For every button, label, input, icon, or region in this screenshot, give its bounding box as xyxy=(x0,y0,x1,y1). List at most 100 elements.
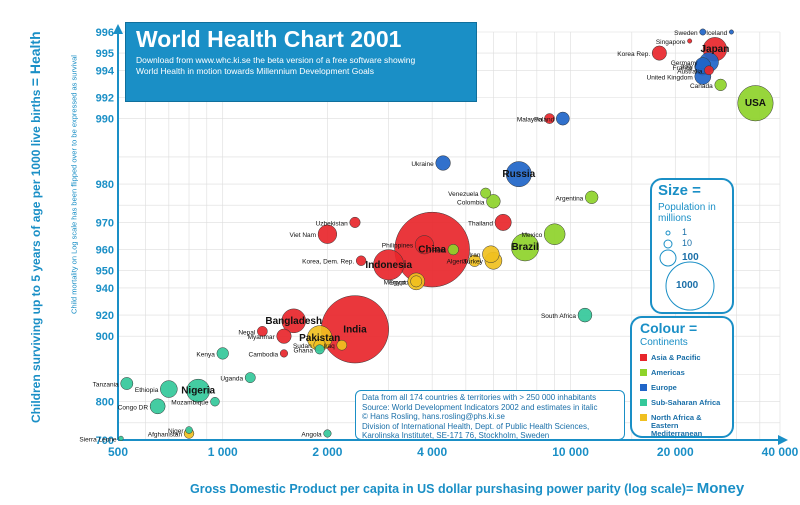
country-label: Japan xyxy=(700,44,729,55)
country-label: Turkey xyxy=(463,259,483,266)
colour-legend-label: Americas xyxy=(651,368,685,377)
country-label: Uganda xyxy=(220,376,243,383)
country-label: Nigeria xyxy=(181,386,215,397)
y-axis-note: Child mortality on Log scale has been fl… xyxy=(69,55,79,314)
country-label: Russia xyxy=(502,169,535,180)
country-bubble xyxy=(355,255,367,266)
y-tick-label: 995 xyxy=(96,48,114,60)
country-bubble xyxy=(728,29,734,35)
colour-swatch xyxy=(640,414,647,421)
source-line-3: © Hans Rosling, hans.rosling@phs.ki.se xyxy=(362,412,505,421)
colour-legend-label: North Africa & Eastern Mediterranean xyxy=(651,413,703,438)
y-tick-label: 950 xyxy=(96,266,114,278)
country-label: United Kingdom xyxy=(647,74,693,81)
x-axis-label-strong: Money xyxy=(696,480,745,497)
colour-legend-title: Colour = xyxy=(640,320,698,336)
country-bubble xyxy=(314,344,325,355)
country-label: Tanzania xyxy=(93,382,119,389)
country-label: Morocco xyxy=(384,279,409,286)
country-label: Philippines xyxy=(382,243,414,250)
country-bubble xyxy=(494,213,512,231)
colour-legend-label: Europe xyxy=(651,383,677,392)
country-label: India xyxy=(343,324,367,335)
colour-swatch xyxy=(640,399,647,406)
size-legend-title: Size = xyxy=(658,182,701,199)
colour-swatch xyxy=(640,384,647,391)
y-tick-label: 994 xyxy=(96,65,115,77)
country-bubble xyxy=(276,328,292,344)
country-label: Iraq xyxy=(324,343,336,350)
colour-legend-label: Sub-Saharan Africa xyxy=(651,398,721,407)
x-tick-label: 2 000 xyxy=(312,445,342,459)
country-label: Kenya xyxy=(196,351,215,358)
country-bubble xyxy=(556,111,570,126)
y-axis-label-strong: = Health xyxy=(27,31,43,87)
country-label: Peru xyxy=(432,248,446,255)
colour-legend-item: Europe xyxy=(640,384,728,392)
country-bubble xyxy=(317,224,338,244)
country-bubble xyxy=(149,398,166,415)
y-tick-label: 700 xyxy=(96,435,114,447)
country-label: Korea, Dem. Rep. xyxy=(302,259,354,266)
country-label: Uzbekistan xyxy=(316,220,349,227)
title-panel: World Health Chart 2001 Download from ww… xyxy=(125,22,477,102)
country-bubble xyxy=(210,396,220,407)
y-tick-label: 940 xyxy=(96,283,114,295)
country-label: Poland xyxy=(534,117,555,124)
country-bubble xyxy=(279,349,289,358)
country-bubble xyxy=(185,426,193,434)
country-bubble xyxy=(699,28,707,36)
country-label: Viet Nam xyxy=(289,232,316,239)
colour-legend: Colour = Continents Asia & Pacific Americ… xyxy=(630,316,734,438)
country-bubble xyxy=(577,307,593,323)
colour-swatch xyxy=(640,369,647,376)
country-label: China xyxy=(418,245,446,256)
colour-legend-label: Asia & Pacific xyxy=(651,353,701,362)
country-bubble xyxy=(714,78,727,91)
x-tick-label: 40 000 xyxy=(762,445,799,459)
country-bubble xyxy=(704,65,714,76)
source-note: Data from all 174 countries & territorie… xyxy=(355,390,625,440)
y-axis-label: Children surviving up to 5 years of age … xyxy=(27,31,43,423)
source-line-4: Division of International Health, Dept. … xyxy=(362,421,590,431)
x-tick-label: 1 000 xyxy=(208,445,238,459)
size-circle-10 xyxy=(663,239,673,249)
country-bubble xyxy=(118,435,124,442)
country-label: Germany xyxy=(671,60,698,67)
y-tick-label: 960 xyxy=(96,245,114,257)
x-tick-label: 500 xyxy=(108,445,128,459)
country-label: Indonesia xyxy=(365,260,412,271)
source-line-1: Data from all 174 countries & territorie… xyxy=(362,393,597,402)
country-label: Congo DR xyxy=(118,404,149,411)
country-label: Nepal xyxy=(238,329,256,336)
country-bubble xyxy=(410,275,423,288)
country-label: Myanmar xyxy=(248,334,276,341)
country-bubble xyxy=(186,378,210,403)
country-label: Ukraine xyxy=(411,161,434,168)
y-axis-arrow xyxy=(113,24,123,34)
country-bubble xyxy=(336,339,348,351)
colour-legend-subtitle: Continents xyxy=(640,337,688,348)
country-label: Sudan xyxy=(293,343,312,350)
country-bubble xyxy=(687,38,693,44)
country-label: Mexico xyxy=(522,232,543,239)
y-tick-label: 900 xyxy=(96,331,114,343)
country-bubble xyxy=(486,194,501,209)
country-bubble xyxy=(544,113,555,124)
country-label: Angola xyxy=(301,431,322,438)
country-label: Korea Rep. xyxy=(617,51,650,58)
source-line-2: Source: World Development Indicators 200… xyxy=(362,402,598,412)
x-axis-label: Gross Domestic Product per capita in US … xyxy=(190,480,744,497)
country-label: Iceland xyxy=(706,30,727,37)
colour-legend-item: Sub-Saharan Africa xyxy=(640,399,728,407)
country-label: Brazil xyxy=(511,242,538,253)
colour-legend-item: North Africa & Eastern Mediterranean xyxy=(640,414,728,438)
country-label: Venezuela xyxy=(448,191,479,198)
chart-title: World Health Chart 2001 xyxy=(136,26,402,52)
country-label: South Africa xyxy=(541,313,576,320)
country-bubble xyxy=(505,161,532,188)
country-label: Afghanistan xyxy=(148,431,183,438)
country-bubble xyxy=(323,429,332,438)
size-circle-1000 xyxy=(665,261,715,311)
